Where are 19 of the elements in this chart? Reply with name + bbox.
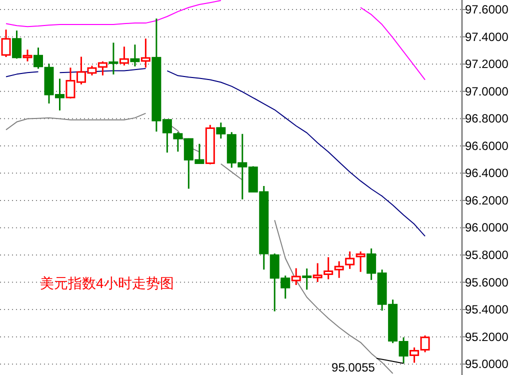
- y-tick-label: 96.0000: [465, 220, 509, 235]
- y-tick-label: 97.0000: [465, 84, 509, 98]
- candlestick: [108, 42, 118, 76]
- y-tick-label: 95.4000: [465, 302, 509, 317]
- annotation: 美元指数4小时走势图: [40, 275, 174, 291]
- candlestick: [130, 44, 140, 68]
- y-tick-label: 95.2000: [465, 330, 509, 344]
- candlestick: [140, 38, 150, 68]
- y-tick-label: 95.0000: [465, 357, 509, 372]
- y-tick-label: 95.6000: [465, 275, 509, 290]
- y-tick-label: 96.2000: [465, 193, 509, 208]
- y-tick-label: 97.6000: [465, 2, 509, 17]
- y-tick-label: 97.2000: [465, 57, 509, 72]
- y-tick-label: 95.8000: [465, 248, 509, 262]
- y-tick-label: 96.4000: [465, 166, 509, 180]
- annotation: 95.0055: [332, 360, 376, 374]
- y-tick-label: 97.4000: [465, 30, 509, 44]
- y-tick-label: 96.8000: [465, 112, 509, 126]
- y-tick-label: 96.6000: [465, 138, 509, 153]
